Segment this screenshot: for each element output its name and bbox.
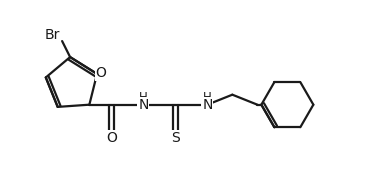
Text: H: H xyxy=(139,91,148,104)
Text: N: N xyxy=(202,98,212,112)
Text: H: H xyxy=(203,91,212,104)
Text: O: O xyxy=(106,131,117,145)
Text: N: N xyxy=(138,98,149,112)
Text: O: O xyxy=(96,66,107,80)
Text: Br: Br xyxy=(44,28,60,42)
Text: S: S xyxy=(171,131,180,145)
